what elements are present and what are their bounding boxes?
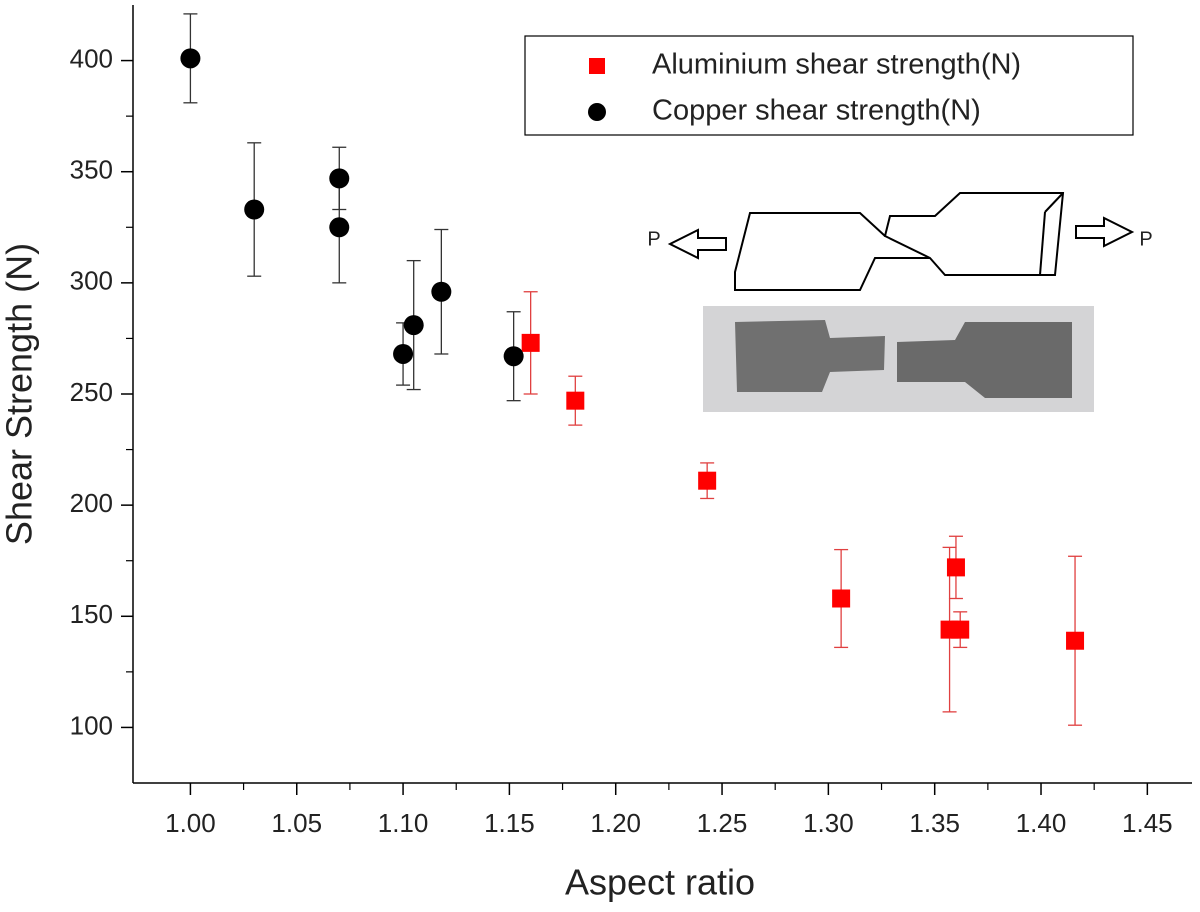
y-tick-label: 200 xyxy=(70,488,113,518)
y-tick-label: 300 xyxy=(70,266,113,296)
legend-marker xyxy=(588,103,606,121)
x-tick-label: 1.00 xyxy=(165,808,216,838)
legend-marker xyxy=(589,58,605,74)
point xyxy=(521,333,540,352)
x-tick-label: 1.05 xyxy=(271,808,322,838)
inset-diagram xyxy=(667,192,1135,291)
point xyxy=(951,620,970,639)
arrow-right xyxy=(1075,216,1135,248)
point xyxy=(566,391,585,410)
point xyxy=(503,346,524,367)
y-axis-title: Shear Strength (N) xyxy=(0,243,40,545)
x-tick-label: 1.20 xyxy=(590,808,641,838)
point xyxy=(698,471,717,490)
point xyxy=(832,589,851,608)
x-tick-label: 1.30 xyxy=(803,808,854,838)
point xyxy=(329,168,350,189)
x-tick-label: 1.40 xyxy=(1016,808,1067,838)
x-tick-label: 1.25 xyxy=(697,808,748,838)
x-axis-title: Aspect ratio xyxy=(565,862,755,903)
point xyxy=(180,48,201,69)
photo-specimen xyxy=(735,320,885,392)
legend-label: Copper shear strength(N) xyxy=(652,95,981,127)
point xyxy=(244,199,265,220)
legend-label: Aluminium shear strength(N) xyxy=(652,49,1021,81)
edge xyxy=(1044,192,1064,213)
x-tick-label: 1.15 xyxy=(484,808,535,838)
y-tick-label: 100 xyxy=(70,710,113,740)
legend-box xyxy=(524,35,1134,136)
point xyxy=(946,558,965,577)
x-tick-label: 1.10 xyxy=(378,808,429,838)
point xyxy=(393,343,414,364)
inset-photo xyxy=(703,306,1094,412)
y-tick-label: 350 xyxy=(70,155,113,185)
y-tick-label: 250 xyxy=(70,377,113,407)
y-tick-label: 150 xyxy=(70,599,113,629)
point xyxy=(1066,631,1085,650)
point xyxy=(329,217,350,238)
x-tick-label: 1.45 xyxy=(1122,808,1173,838)
photo-specimen xyxy=(897,322,1072,398)
inset-label: P xyxy=(1139,228,1152,250)
inset-label: P xyxy=(647,228,660,250)
specimen-right xyxy=(883,192,1065,276)
point xyxy=(431,281,452,302)
arrow-left xyxy=(667,228,727,260)
point xyxy=(403,315,424,336)
edge xyxy=(1039,211,1046,276)
y-tick-label: 400 xyxy=(70,43,113,73)
x-tick-label: 1.35 xyxy=(909,808,960,838)
